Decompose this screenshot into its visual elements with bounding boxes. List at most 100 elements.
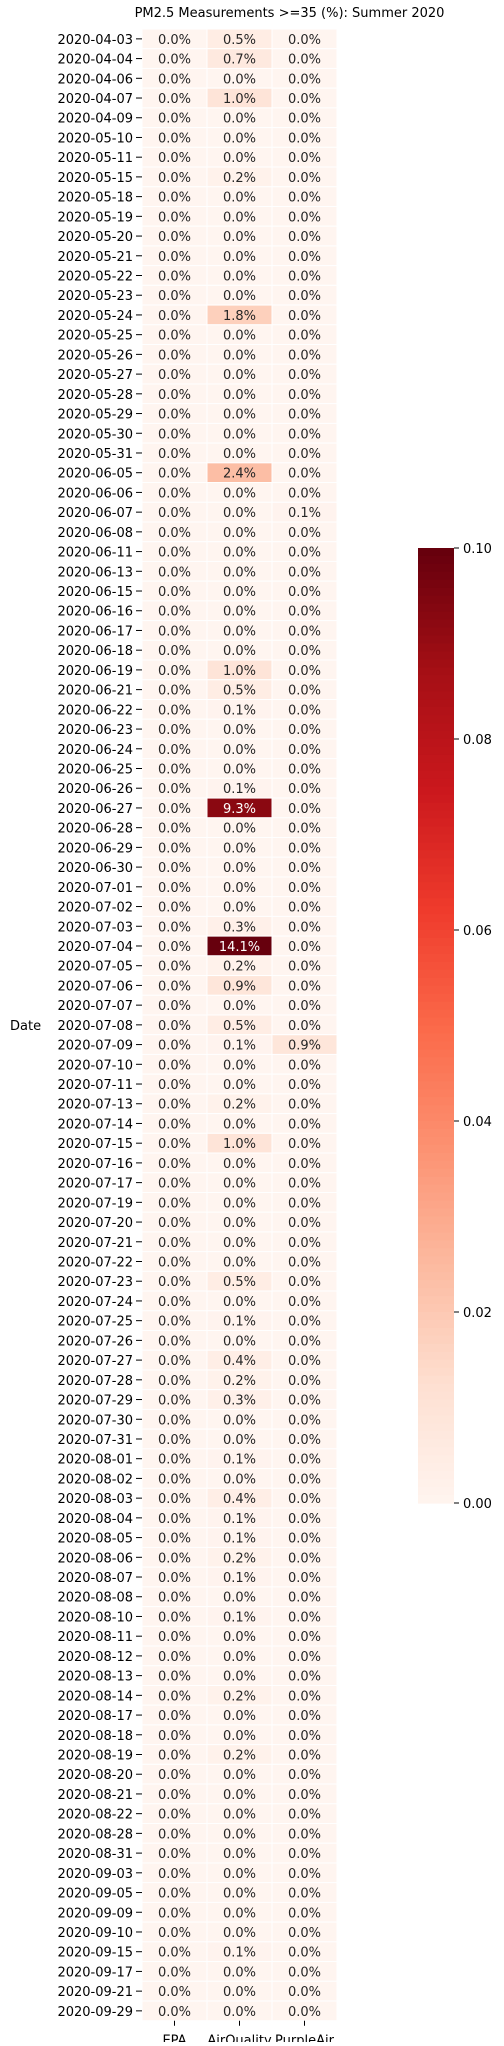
colorbar-gradient-segment — [418, 977, 454, 987]
cell-value-label: 0.2% — [223, 171, 256, 186]
cell-value-label: 0.0% — [158, 1768, 191, 1783]
cell-value-label: 0.0% — [158, 408, 191, 423]
y-tick-label: 2020-06-11 — [57, 546, 133, 561]
cell-value-label: 0.0% — [158, 1847, 191, 1862]
cell-value-label: 0.5% — [223, 1275, 256, 1290]
cell-value-label: 0.0% — [288, 1098, 321, 1113]
colorbar-gradient-segment — [418, 882, 454, 891]
colorbar-gradient-segment — [418, 874, 454, 883]
cell-value-label: 0.0% — [158, 1887, 191, 1902]
y-tick-label: 2020-06-29 — [57, 841, 133, 856]
cell-value-label: 0.1% — [223, 1532, 256, 1547]
cell-value-label: 0.0% — [288, 1650, 321, 1665]
colorbar-gradient-segment — [418, 1105, 454, 1114]
cell-value-label: 0.0% — [158, 960, 191, 975]
y-tick-label: 2020-07-03 — [57, 920, 133, 935]
cell-value-label: 0.0% — [223, 1867, 256, 1882]
x-tick-label: EPA — [162, 2034, 186, 2042]
colorbar-gradient-segment — [418, 675, 454, 684]
cell-value-label: 0.0% — [223, 1413, 256, 1428]
y-tick-label: 2020-08-21 — [57, 1788, 133, 1803]
y-axis-label: Date — [10, 1019, 41, 1034]
y-tick-label: 2020-09-03 — [57, 1867, 133, 1882]
cell-value-label: 0.0% — [223, 526, 256, 541]
y-tick-label: 2020-06-30 — [57, 861, 133, 876]
cell-value-label: 0.0% — [288, 782, 321, 797]
cell-value-label: 0.0% — [288, 1019, 321, 1034]
y-tick-label: 2020-08-06 — [57, 1551, 133, 1566]
cell-value-label: 0.0% — [158, 861, 191, 876]
y-tick-label: 2020-09-17 — [57, 1965, 133, 1980]
colorbar-gradient-segment — [418, 1001, 454, 1011]
cell-value-label: 0.0% — [158, 151, 191, 166]
y-tick-label: 2020-07-28 — [57, 1374, 133, 1389]
cell-value-label: 0.0% — [288, 72, 321, 87]
cell-value-label: 0.0% — [158, 664, 191, 679]
y-tick-label: 2020-08-07 — [57, 1571, 133, 1586]
cell-value-label: 0.0% — [288, 979, 321, 994]
colorbar-gradient-segment — [418, 1423, 454, 1432]
cell-value-label: 0.0% — [158, 1985, 191, 2000]
cell-value-label: 0.0% — [288, 348, 321, 363]
cell-value-label: 0.0% — [223, 861, 256, 876]
cell-value-label: 0.0% — [158, 191, 191, 206]
cell-value-label: 0.0% — [288, 1196, 321, 1211]
cell-value-label: 1.0% — [223, 1137, 256, 1152]
colorbar-gradient-segment — [418, 834, 454, 844]
colorbar-tick-label: 0.02 — [463, 1306, 492, 1321]
colorbar-gradient-segment — [418, 754, 454, 764]
cell-value-label: 0.0% — [288, 802, 321, 817]
cell-value-label: 0.0% — [223, 191, 256, 206]
colorbar-gradient-segment — [418, 627, 454, 637]
cell-value-label: 0.0% — [288, 1749, 321, 1764]
cell-value-label: 0.0% — [158, 1315, 191, 1330]
cell-value-label: 0.1% — [223, 1610, 256, 1625]
colorbar-gradient-segment — [418, 922, 454, 931]
colorbar-gradient-segment — [418, 794, 454, 804]
cell-value-label: 0.0% — [158, 131, 191, 146]
cell-value-label: 0.1% — [223, 1453, 256, 1468]
cell-value-label: 0.1% — [288, 506, 321, 521]
cell-value-label: 0.0% — [288, 1433, 321, 1448]
y-tick-label: 2020-05-26 — [57, 348, 133, 363]
cell-value-label: 0.0% — [158, 1275, 191, 1290]
cell-value-label: 0.0% — [288, 743, 321, 758]
cell-value-label: 0.0% — [158, 1551, 191, 1566]
cell-value-label: 0.0% — [223, 112, 256, 127]
colorbar-gradient-segment — [418, 1487, 454, 1496]
cell-value-label: 9.3% — [223, 802, 256, 817]
y-tick-label: 2020-05-19 — [57, 210, 133, 225]
cell-value-label: 0.0% — [288, 1670, 321, 1685]
cell-value-label: 0.0% — [158, 1709, 191, 1724]
colorbar-gradient-segment — [418, 826, 454, 836]
cell-value-label: 0.0% — [288, 92, 321, 107]
colorbar-gradient-segment — [418, 659, 454, 668]
colorbar-gradient-segment — [418, 1383, 454, 1393]
y-tick-label: 2020-05-31 — [57, 447, 133, 462]
y-tick-label: 2020-06-28 — [57, 822, 133, 837]
cell-value-label: 0.0% — [223, 1709, 256, 1724]
cell-value-label: 0.0% — [158, 1610, 191, 1625]
y-tick-label: 2020-07-22 — [57, 1256, 133, 1271]
colorbar-gradient-segment — [418, 985, 454, 995]
cell-value-label: 0.0% — [288, 1472, 321, 1487]
cell-value-label: 0.0% — [288, 427, 321, 442]
cell-value-label: 0.0% — [288, 1157, 321, 1172]
cell-value-label: 0.0% — [223, 1729, 256, 1744]
colorbar-tick-label: 0.10 — [463, 542, 492, 557]
cell-value-label: 0.0% — [158, 1532, 191, 1547]
cell-value-label: 0.0% — [288, 1867, 321, 1882]
cell-value-label: 0.0% — [158, 1354, 191, 1369]
cell-value-label: 0.0% — [158, 33, 191, 48]
y-tick-label: 2020-07-25 — [57, 1315, 133, 1330]
colorbar-gradient-segment — [418, 930, 454, 939]
cell-value-label: 0.0% — [158, 1394, 191, 1409]
y-tick-label: 2020-06-23 — [57, 723, 133, 738]
cell-value-label: 0.0% — [158, 1749, 191, 1764]
colorbar-gradient-segment — [418, 1200, 454, 1210]
cell-value-label: 0.0% — [158, 427, 191, 442]
colorbar-gradient-segment — [418, 1343, 454, 1353]
cell-value-label: 0.1% — [223, 703, 256, 718]
cell-value-label: 0.0% — [223, 1295, 256, 1310]
